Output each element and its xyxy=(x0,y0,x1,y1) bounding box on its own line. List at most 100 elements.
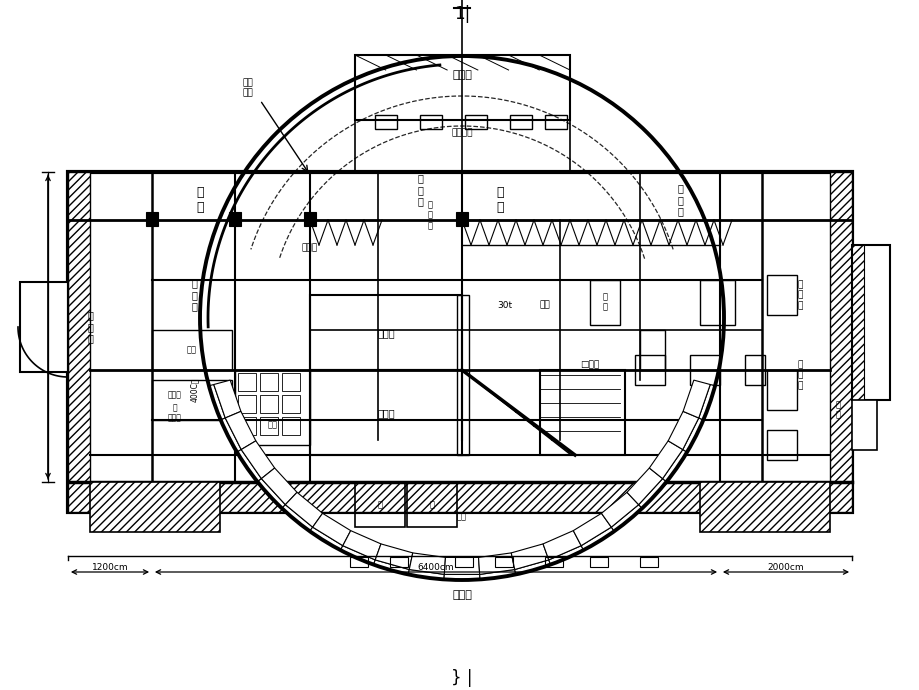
Bar xyxy=(68,172,90,512)
Text: □汽机: □汽机 xyxy=(580,360,599,370)
Bar xyxy=(699,280,734,325)
Bar xyxy=(539,370,624,455)
Text: 电器: 电器 xyxy=(267,420,278,429)
Polygon shape xyxy=(312,513,350,546)
Text: 汽
轮: 汽 轮 xyxy=(196,186,203,214)
Polygon shape xyxy=(261,468,297,504)
Bar xyxy=(455,557,472,567)
Polygon shape xyxy=(257,479,285,509)
Text: 汽
机: 汽 机 xyxy=(495,186,504,214)
Polygon shape xyxy=(340,546,375,564)
Bar xyxy=(229,212,241,226)
Bar xyxy=(640,330,664,370)
Polygon shape xyxy=(409,553,445,574)
Bar xyxy=(766,275,796,315)
Polygon shape xyxy=(511,544,549,569)
Text: 高气间: 高气间 xyxy=(377,328,394,338)
Text: 引
风
机: 引 风 机 xyxy=(676,184,682,217)
Bar xyxy=(766,370,796,410)
Polygon shape xyxy=(444,558,479,574)
Text: 锅: 锅 xyxy=(377,500,382,509)
Polygon shape xyxy=(682,380,709,418)
Polygon shape xyxy=(209,384,225,420)
Text: 仓上室: 仓上室 xyxy=(168,391,182,400)
Bar xyxy=(349,557,368,567)
Polygon shape xyxy=(667,411,698,450)
Polygon shape xyxy=(549,546,583,564)
Bar xyxy=(260,395,278,413)
Bar xyxy=(634,355,664,385)
Polygon shape xyxy=(573,513,610,546)
Text: 直
流
井: 直 流 井 xyxy=(797,280,801,310)
Text: } |: } | xyxy=(450,669,472,687)
Text: 库: 库 xyxy=(173,404,177,413)
Polygon shape xyxy=(408,569,444,580)
Bar xyxy=(851,400,876,450)
Bar xyxy=(766,430,796,460)
Bar xyxy=(589,557,607,567)
Bar xyxy=(282,373,300,391)
Polygon shape xyxy=(542,531,581,560)
Polygon shape xyxy=(213,380,241,418)
Bar xyxy=(90,482,220,532)
Text: 煤炉: 煤炉 xyxy=(457,513,467,522)
Bar xyxy=(238,373,255,391)
Text: 2000cm: 2000cm xyxy=(766,564,803,573)
Bar xyxy=(457,295,469,455)
Polygon shape xyxy=(682,418,703,452)
Text: 发
电: 发 电 xyxy=(834,400,840,420)
Text: 炉: 炉 xyxy=(429,500,434,509)
Polygon shape xyxy=(638,479,665,509)
Text: 30t: 30t xyxy=(497,301,512,310)
Bar xyxy=(20,282,68,372)
Polygon shape xyxy=(221,418,241,452)
Bar xyxy=(829,172,851,512)
Bar xyxy=(146,212,158,226)
Bar xyxy=(375,115,397,129)
Text: 值班室: 值班室 xyxy=(377,408,394,418)
Bar xyxy=(640,557,657,567)
Bar xyxy=(68,482,851,512)
Polygon shape xyxy=(649,441,682,479)
Text: 消
音
器: 消 音 器 xyxy=(427,200,432,230)
Polygon shape xyxy=(237,450,261,482)
Bar xyxy=(260,417,278,435)
Bar xyxy=(260,373,278,391)
Bar xyxy=(851,245,889,400)
Bar xyxy=(420,115,441,129)
Text: 样
品: 样 品 xyxy=(602,293,607,312)
Bar xyxy=(282,395,300,413)
Text: 厕所: 厕所 xyxy=(187,346,197,355)
Text: 配
风
道: 配 风 道 xyxy=(87,310,93,344)
Bar xyxy=(699,482,829,532)
Polygon shape xyxy=(479,569,516,580)
Bar xyxy=(68,172,851,512)
Text: 吊车: 吊车 xyxy=(539,301,550,310)
Bar xyxy=(544,557,562,567)
Polygon shape xyxy=(373,560,409,574)
Polygon shape xyxy=(310,527,343,550)
Polygon shape xyxy=(515,560,550,574)
Polygon shape xyxy=(444,574,480,580)
Bar xyxy=(406,482,457,527)
Bar xyxy=(282,417,300,435)
Polygon shape xyxy=(285,493,323,527)
Text: 鼓
风
机: 鼓 风 机 xyxy=(416,173,423,206)
Text: 锅
炉
房: 锅 炉 房 xyxy=(191,278,197,312)
Bar xyxy=(464,115,486,129)
Text: 1200cm: 1200cm xyxy=(92,564,128,573)
Polygon shape xyxy=(225,411,255,450)
Bar xyxy=(355,55,570,120)
Bar xyxy=(238,395,255,413)
Text: 400C年: 400C年 xyxy=(189,377,199,402)
Text: 井壁
内圆: 井壁 内圆 xyxy=(243,78,253,98)
Bar xyxy=(589,280,619,325)
Polygon shape xyxy=(610,504,641,531)
Polygon shape xyxy=(698,384,714,420)
Polygon shape xyxy=(581,527,614,550)
Bar xyxy=(544,115,566,129)
Bar xyxy=(152,380,232,420)
Bar xyxy=(390,557,407,567)
Bar xyxy=(509,115,531,129)
Polygon shape xyxy=(375,544,413,569)
